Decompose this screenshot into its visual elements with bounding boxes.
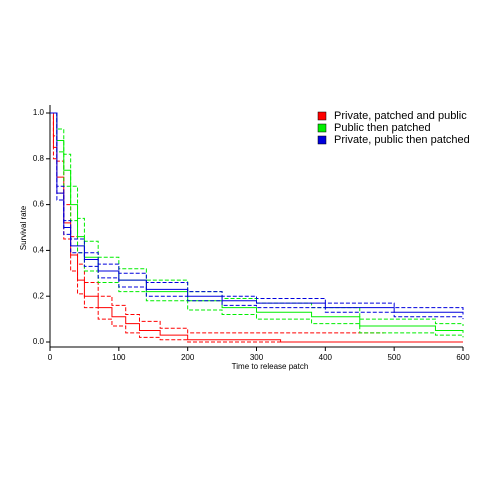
x-tick-label: 300: [250, 353, 264, 362]
legend-swatch: [317, 111, 327, 121]
y-tick-label: 0.8: [33, 154, 45, 163]
legend-swatch: [317, 135, 327, 145]
x-tick-label: 0: [48, 353, 53, 362]
x-tick-label: 600: [456, 353, 470, 362]
x-tick-label: 200: [181, 353, 195, 362]
survival-line: [50, 112, 464, 315]
y-tick-label: 1.0: [33, 108, 45, 117]
ci-upper: [50, 112, 384, 334]
legend-label: Public then patched: [334, 122, 431, 134]
legend-label: Private, public then patched: [334, 134, 470, 146]
y-tick-label: 0.4: [33, 246, 45, 255]
y-tick-label: 0.6: [33, 200, 45, 209]
x-tick-label: 500: [387, 353, 401, 362]
x-tick-label: 400: [319, 353, 333, 362]
y-tick-label: 0.2: [33, 291, 45, 300]
legend-label: Private, patched and public: [334, 110, 467, 122]
survival-line: [50, 112, 463, 343]
ci-upper: [50, 112, 464, 310]
x-axis-label: Time to release patch: [232, 362, 309, 371]
y-tick-label: 0.0: [33, 337, 45, 346]
legend-swatch: [317, 123, 327, 133]
y-axis-label: Survival rate: [19, 205, 28, 250]
x-tick-label: 100: [112, 353, 126, 362]
